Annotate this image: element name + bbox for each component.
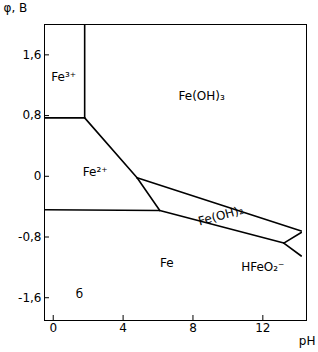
svg-text:-0,8: -0,8 bbox=[18, 230, 41, 244]
svg-text:4: 4 bbox=[119, 321, 127, 335]
svg-text:Fe²⁺: Fe²⁺ bbox=[83, 165, 108, 179]
svg-text:0,8: 0,8 bbox=[22, 108, 41, 122]
svg-text:HFeO₂⁻: HFeO₂⁻ bbox=[241, 260, 284, 274]
svg-text:8: 8 bbox=[189, 321, 197, 335]
svg-text:12: 12 bbox=[255, 321, 270, 335]
svg-text:-1,6: -1,6 bbox=[18, 291, 41, 305]
svg-text:Fe(OH)₂: Fe(OH)₂ bbox=[197, 203, 246, 229]
svg-text:0: 0 bbox=[34, 169, 42, 183]
svg-text:0: 0 bbox=[49, 321, 57, 335]
svg-text:Fe: Fe bbox=[160, 256, 174, 270]
svg-text:Fe³⁺: Fe³⁺ bbox=[51, 70, 76, 84]
svg-text:б: б bbox=[76, 287, 83, 301]
svg-text:φ, В: φ, В bbox=[4, 1, 28, 15]
svg-text:1,6: 1,6 bbox=[22, 48, 41, 62]
svg-text:Fe(OH)₃: Fe(OH)₃ bbox=[179, 89, 225, 103]
svg-text:pH: pH bbox=[299, 334, 316, 348]
